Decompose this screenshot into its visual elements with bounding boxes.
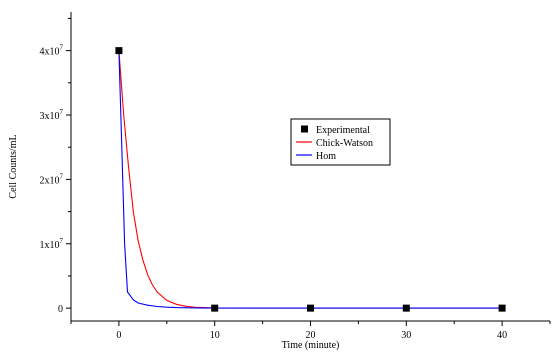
- series-line-hom: [118, 50, 503, 309]
- x-axis-label: Time (minute): [282, 340, 340, 351]
- ticks: 0 10 20 30 40 0 1x107 2x107 3x107 4x107: [40, 17, 551, 341]
- y-tick-label: 4x107: [40, 44, 64, 58]
- x-tick-label: 10: [210, 330, 220, 341]
- legend-label: Experimental: [316, 125, 370, 136]
- x-tick-label: 20: [306, 330, 316, 341]
- y-tick-label: 3x107: [40, 108, 64, 122]
- x-tick-label: 0: [116, 330, 121, 341]
- y-tick-label: 1x107: [40, 237, 64, 251]
- data-point-marker: [211, 304, 219, 312]
- axes: [70, 12, 550, 322]
- legend-label: Hom: [316, 151, 336, 162]
- legend-marker: [301, 125, 308, 133]
- legend-label: Chick-Watson: [316, 138, 373, 149]
- y-tick-label: 0: [58, 304, 63, 315]
- y-axis-label: Cell Counts/mL: [8, 134, 19, 198]
- data-point-marker: [498, 304, 506, 312]
- data-point-marker: [115, 47, 123, 55]
- y-tick-label: 2x107: [40, 172, 64, 186]
- data-point-marker: [307, 304, 314, 312]
- series-lines: [118, 50, 503, 309]
- x-tick-label: 40: [497, 330, 507, 341]
- legend: Experimental Chick-Watson Hom: [290, 118, 391, 166]
- series-line-chick-watson: [118, 50, 503, 309]
- x-tick-label: 30: [401, 330, 411, 341]
- markers: [115, 47, 506, 312]
- data-point-marker: [402, 304, 410, 312]
